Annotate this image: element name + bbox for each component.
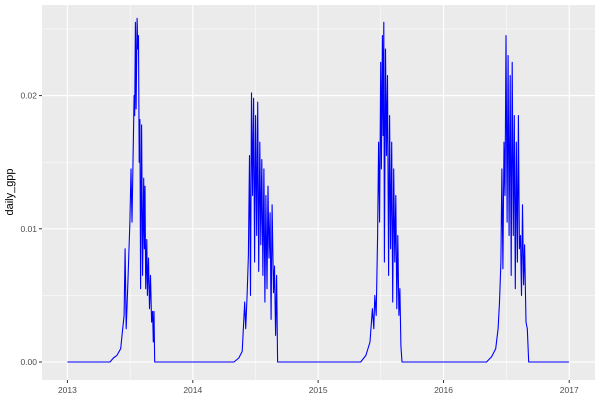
y-tick-label: 0.02 [20, 91, 37, 101]
y-axis-label: daily_gpp [4, 168, 16, 215]
x-tick-label: 2016 [434, 385, 453, 395]
x-tick-label: 2017 [560, 385, 579, 395]
series-line [67, 17, 569, 363]
x-tick-label: 2014 [183, 385, 202, 395]
x-tick-label: 2015 [309, 385, 328, 395]
y-tick-label: 0.01 [20, 224, 37, 234]
x-tick-label: 2013 [58, 385, 77, 395]
y-tick-label: 0.00 [20, 357, 37, 367]
